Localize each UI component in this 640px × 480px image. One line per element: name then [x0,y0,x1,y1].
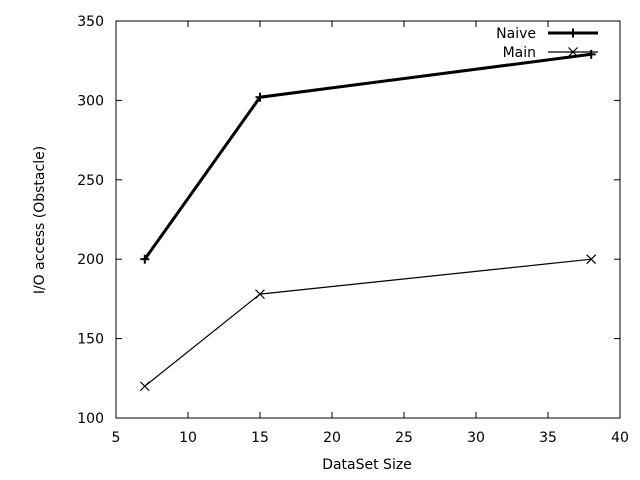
y-tick-label: 250 [77,173,104,189]
legend-marker [568,47,578,57]
y-tick-label: 350 [77,14,104,30]
data-point-main [586,254,597,265]
x-tick-label: 5 [112,430,121,446]
x-tick-label: 20 [323,430,341,446]
plot-frame [115,20,621,419]
legend-marker [568,28,578,38]
plot-area [139,49,597,392]
data-point-naive [586,49,596,59]
axes: 5 10 15 20 25 30 35 40 100 150 200 250 300 350 [77,14,629,446]
y-axis-label: I/O access (Obstacle) [32,146,48,294]
legend-label: Main [503,45,536,61]
data-point-main [255,289,265,300]
data-point-naive [255,92,265,102]
y-tick-label: 150 [77,332,104,348]
data-point-main [139,381,150,392]
legend-label: Naive [496,26,536,42]
legend: Naive Main [496,26,598,61]
x-tick-label: 35 [539,430,557,446]
x-tick-label: 30 [467,430,485,446]
y-tick-label: 300 [77,93,104,109]
x-tick-label: 15 [251,430,269,446]
y-tick-label: 100 [77,411,104,427]
x-tick-label: 40 [611,430,629,446]
x-tick-label: 10 [179,430,197,446]
series-line-main [144,258,592,387]
x-axis-label: DataSet Size [322,457,412,473]
data-point-naive [140,254,150,264]
y-tick-label: 200 [77,252,104,268]
series-line-naive [143,52,592,261]
x-tick-label: 25 [395,430,413,446]
